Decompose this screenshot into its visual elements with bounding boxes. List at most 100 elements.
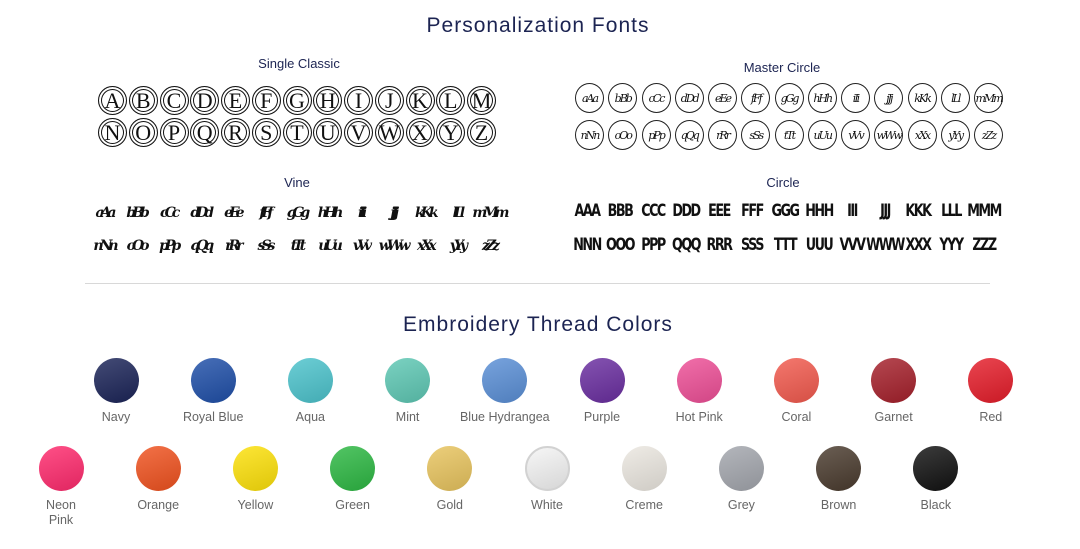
- letter-sample: G: [282, 86, 312, 115]
- color-swatch-aqua: Aqua: [262, 358, 358, 425]
- letter-sample: JJJ: [879, 201, 891, 221]
- letter-sample: III: [846, 201, 858, 221]
- letter-sample: D: [190, 86, 220, 115]
- thread-spool-icon: [427, 446, 473, 491]
- letter-sample: U: [313, 118, 343, 147]
- letter-sample: O: [128, 118, 158, 147]
- master-circle-row: nNn oOo pPp qQq rRr sSs tTt uUu vVv wWw xXx yYy zZz: [575, 120, 1003, 150]
- letter-sample: ZZZ: [972, 235, 997, 255]
- letter-sample: oOo: [126, 238, 150, 254]
- color-swatch-coral: Coral: [748, 358, 844, 425]
- color-name: Black: [920, 498, 952, 512]
- letter-sample: FFF: [741, 201, 765, 221]
- letter-sample: R: [221, 118, 250, 147]
- letter-sample: hHh: [317, 205, 344, 221]
- color-name: Orange: [137, 498, 180, 512]
- letter-sample: LLL: [940, 201, 962, 221]
- letter-sample: bBb: [126, 205, 149, 221]
- color-swatch-black: Black: [888, 446, 984, 513]
- color-name: Hot Pink: [675, 410, 723, 424]
- letter-sample: W: [374, 118, 404, 147]
- color-name: White: [531, 498, 563, 512]
- letter-sample: wWw: [874, 120, 904, 150]
- letter-sample: Y: [436, 118, 466, 147]
- letter-sample: iIi: [841, 83, 870, 113]
- letter-sample: sSs: [257, 238, 275, 254]
- letter-sample: M: [467, 86, 496, 115]
- letter-sample: VVV: [839, 235, 866, 255]
- thread-spool-icon: [93, 358, 139, 403]
- thread-spool-icon: [913, 446, 959, 491]
- letter-sample: KKK: [905, 201, 932, 221]
- color-name: Navy: [101, 410, 131, 424]
- color-name: Neon Pink: [46, 498, 76, 527]
- letter-sample: N: [98, 118, 127, 147]
- letter-sample: AAA: [574, 201, 601, 221]
- letter-sample: OOO: [606, 235, 636, 255]
- color-name: Gold: [436, 498, 463, 512]
- letter-sample: sSs: [741, 120, 771, 150]
- letter-sample: DDD: [672, 201, 702, 221]
- color-name: Creme: [625, 498, 663, 512]
- letter-sample: vVv: [353, 238, 372, 254]
- letter-sample: bBb: [608, 83, 638, 113]
- letter-sample: UUU: [805, 235, 833, 255]
- thread-spool-icon: [38, 446, 84, 491]
- master-circle-label: Master Circle: [743, 60, 821, 75]
- letter-sample: J: [374, 86, 404, 115]
- thread-spool-icon: [621, 446, 667, 491]
- thread-spool-icon: [482, 358, 528, 403]
- color-swatch-yellow: Yellow: [207, 446, 303, 513]
- letter-sample: dDd: [190, 205, 214, 221]
- letter-sample: kKk: [414, 205, 439, 221]
- thread-spool-icon: [773, 358, 819, 403]
- letter-sample: C: [159, 86, 189, 115]
- letter-sample: rRr: [708, 120, 737, 150]
- thread-spool-icon: [385, 358, 431, 403]
- letter-sample: rRr: [225, 238, 243, 254]
- letter-sample: MMM: [967, 201, 1002, 221]
- letter-sample: yYy: [449, 238, 468, 254]
- thread-spool-icon: [135, 446, 181, 491]
- fonts-title: Personalization Fonts: [426, 14, 650, 37]
- letter-sample: TTT: [774, 235, 798, 255]
- letter-sample: uUu: [807, 120, 837, 150]
- letter-sample: cCc: [641, 83, 671, 113]
- letter-sample: oOo: [608, 120, 638, 150]
- letter-sample: jJj: [874, 83, 904, 113]
- letter-sample: GGG: [772, 201, 800, 221]
- letter-sample: tTt: [774, 120, 804, 150]
- letter-sample: wWw: [378, 238, 411, 254]
- thread-spool-icon: [579, 358, 625, 403]
- color-swatch-hot-pink: Hot Pink: [651, 358, 747, 425]
- letter-sample: RRR: [706, 235, 733, 255]
- letter-sample: I: [344, 86, 373, 115]
- color-name: Coral: [781, 410, 812, 424]
- circle-row: NNN OOO PPP QQQ RRR SSS TTT UUU VVV WWW XXX YYY ZZZ: [572, 232, 999, 258]
- color-swatch-navy: Navy: [68, 358, 164, 425]
- thread-spool-icon: [232, 446, 278, 491]
- thread-spool-icon: [330, 446, 376, 491]
- letter-sample: eEe: [224, 205, 245, 221]
- divider: [85, 283, 990, 284]
- letter-sample: mMm: [974, 83, 1004, 113]
- circle-label: Circle: [766, 175, 800, 190]
- letter-sample: CCC: [641, 201, 666, 221]
- color-swatch-red: Red: [943, 358, 1039, 425]
- letter-sample: gGg: [286, 205, 311, 221]
- letter-sample: nNn: [575, 120, 604, 150]
- color-swatch-green: Green: [305, 446, 401, 513]
- color-swatch-gold: Gold: [402, 446, 498, 513]
- letter-sample: cCc: [160, 205, 180, 221]
- letter-sample: BBB: [607, 201, 634, 221]
- color-swatch-neon-pink: Neon Pink: [13, 446, 109, 528]
- color-swatch-grey: Grey: [693, 446, 789, 513]
- circle-row: AAA BBB CCC DDD EEE FFF GGG HHH III JJJ KKK LLL MMM: [572, 198, 1002, 224]
- vine-row: aAa bBb cCc dDd eEe fFf gGg hHh iIi jJj kKk lLl mMm: [90, 200, 509, 226]
- letter-sample: lLl: [940, 83, 970, 113]
- color-name: Green: [335, 498, 370, 512]
- letter-sample: fFf: [259, 205, 273, 221]
- letter-sample: EEE: [708, 201, 731, 221]
- letter-sample: A: [98, 86, 127, 115]
